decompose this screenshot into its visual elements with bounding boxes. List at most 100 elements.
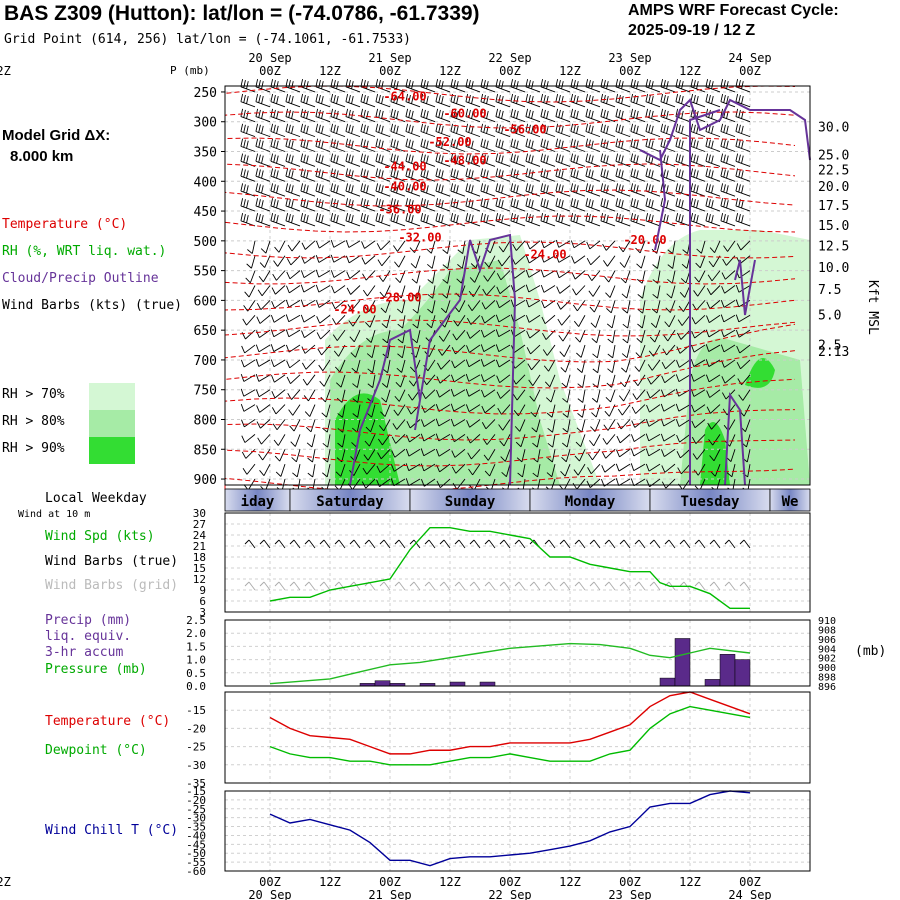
wind-barb bbox=[420, 183, 436, 197]
wind-barb bbox=[361, 255, 376, 265]
height-tick-label: 17.5 bbox=[818, 199, 849, 214]
height-tick-label: 25.0 bbox=[818, 148, 849, 163]
wind-barb bbox=[585, 123, 601, 138]
wind-barb bbox=[330, 108, 346, 123]
wind-barb bbox=[526, 344, 541, 355]
wind-barb bbox=[675, 138, 691, 152]
wind-barb bbox=[735, 123, 751, 138]
pressure-tick-label: 300 bbox=[194, 116, 217, 131]
wind-barb bbox=[660, 123, 676, 138]
wind-barb bbox=[350, 344, 361, 358]
wind-barb bbox=[570, 168, 586, 182]
wind-barb bbox=[571, 255, 586, 264]
wind-barb bbox=[255, 344, 271, 353]
wind-barb bbox=[481, 404, 496, 414]
wind-barb bbox=[690, 153, 706, 167]
wind-barb bbox=[676, 359, 691, 368]
wind-barb bbox=[451, 359, 466, 369]
cloud-outline bbox=[654, 149, 667, 251]
panel-y-tick-label: 0.0 bbox=[186, 680, 206, 693]
wind-barb bbox=[634, 359, 646, 372]
precip-bar bbox=[449, 681, 466, 687]
wind-barb bbox=[349, 329, 361, 343]
wind-barb bbox=[481, 389, 496, 398]
wind-barb bbox=[345, 153, 361, 167]
wind-barb bbox=[499, 434, 511, 447]
wind-barb bbox=[495, 93, 511, 108]
wind-barb bbox=[255, 93, 271, 108]
wind-barb bbox=[709, 240, 721, 253]
wind-barb bbox=[577, 389, 586, 403]
wind-barb bbox=[525, 79, 541, 93]
wind-barb bbox=[270, 138, 286, 152]
wind-barb bbox=[466, 344, 481, 353]
wind-barb bbox=[285, 153, 301, 167]
wind-barb bbox=[622, 330, 631, 344]
height-tick-label: 22.5 bbox=[818, 163, 849, 178]
wind-barb bbox=[600, 168, 616, 182]
wind-barb bbox=[270, 168, 286, 182]
wind-barb bbox=[570, 138, 586, 152]
surface-wind-barb bbox=[244, 539, 256, 549]
wind-barb bbox=[335, 464, 346, 477]
temperature-contour-label: -44.00 bbox=[383, 159, 426, 173]
panel-y-tick-label: -20 bbox=[186, 794, 206, 807]
wind-barb bbox=[735, 329, 751, 338]
wind-barb bbox=[570, 240, 586, 249]
wind-barb bbox=[285, 79, 301, 93]
wind-barb bbox=[645, 448, 661, 457]
pressure-line bbox=[269, 642, 751, 685]
wind-barb bbox=[255, 213, 271, 227]
wind-barb bbox=[546, 464, 556, 478]
wind-barb bbox=[646, 389, 661, 399]
wind-barb bbox=[360, 138, 376, 152]
wind-barb bbox=[497, 404, 511, 415]
time-tick-label-bottom: 12Z bbox=[559, 875, 581, 889]
wind-barb bbox=[510, 153, 526, 167]
wind-barb bbox=[691, 419, 706, 429]
wind-barb bbox=[735, 314, 751, 323]
wind-barb bbox=[452, 329, 466, 341]
wind-barb bbox=[720, 153, 736, 167]
wind-barb bbox=[450, 123, 466, 138]
temperature-contour bbox=[224, 323, 796, 363]
wind-barb bbox=[547, 419, 556, 433]
date-label-bottom: 23 Sep bbox=[608, 888, 651, 900]
wind-barb bbox=[637, 285, 646, 299]
wind-barb bbox=[364, 434, 376, 447]
wind-barb bbox=[241, 419, 256, 428]
wind-barb bbox=[592, 344, 601, 359]
wind-barb bbox=[465, 168, 481, 182]
legend-rh: RH (%, WRT liq. wat.) bbox=[2, 244, 167, 259]
wind-barb bbox=[337, 404, 346, 418]
wind-barb bbox=[390, 213, 406, 227]
wind-barb bbox=[526, 329, 541, 339]
wind-barb bbox=[366, 344, 376, 359]
surface-wind-barb bbox=[259, 539, 271, 549]
wind-barb bbox=[270, 183, 286, 197]
wind-barb bbox=[244, 285, 256, 298]
wind-barb bbox=[367, 359, 376, 374]
wind-barb bbox=[319, 374, 331, 387]
wind-barb bbox=[497, 255, 511, 267]
wind-barb bbox=[720, 344, 736, 353]
wind-barb bbox=[705, 213, 721, 227]
wind-barb bbox=[558, 329, 571, 342]
surface-wind-barb bbox=[709, 539, 721, 549]
wind-barb bbox=[484, 463, 496, 477]
wind-barb bbox=[457, 240, 466, 254]
wind-barb bbox=[661, 374, 676, 384]
wind-barb bbox=[495, 79, 511, 93]
wind-barb bbox=[532, 464, 541, 478]
wind-barb bbox=[467, 300, 481, 311]
wind-barb bbox=[405, 463, 421, 472]
wind-barb bbox=[285, 138, 301, 152]
wind-barb bbox=[375, 198, 391, 212]
pressure-tick-label-right: 900 bbox=[818, 663, 836, 674]
wind-barb bbox=[603, 255, 616, 267]
wind-barb bbox=[465, 138, 481, 152]
precip-bar bbox=[479, 681, 496, 687]
wind-barb bbox=[377, 434, 391, 446]
precip-accum-label: 3-hr accum bbox=[45, 645, 124, 660]
wind-barb bbox=[330, 79, 346, 93]
